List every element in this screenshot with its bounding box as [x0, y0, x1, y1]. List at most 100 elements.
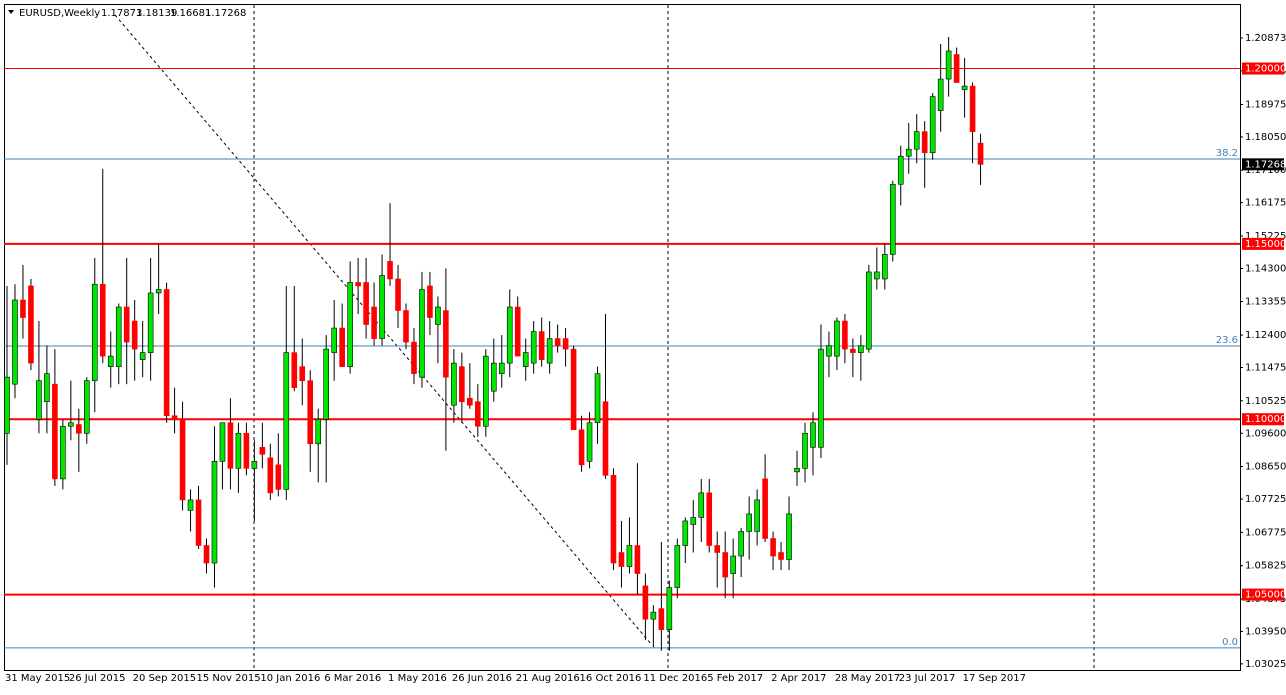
candle-body [570, 348, 577, 431]
candle-body [778, 552, 784, 560]
candle-body [283, 352, 290, 490]
candle-body [195, 499, 202, 546]
x-tick-label: 17 Sep 2017 [963, 673, 1026, 684]
x-tick-label: 6 Mar 2016 [324, 673, 381, 684]
candle-body [155, 289, 162, 294]
candle-body [618, 552, 625, 567]
candle-body [945, 50, 952, 80]
level-label: 1.05000 [1245, 590, 1286, 601]
candle-body [634, 545, 641, 574]
candle-body [451, 362, 457, 406]
x-tick-label: 26 Jul 2015 [69, 673, 126, 684]
candle-body [323, 348, 330, 420]
candle-body [578, 429, 585, 466]
candle-body [929, 96, 936, 154]
y-tick-label: 1.03950 [1245, 626, 1286, 637]
candle-body [722, 552, 729, 578]
candle-body [554, 338, 561, 346]
y-tick-label: 1.14300 [1245, 263, 1286, 274]
x-tick-label: 28 May 2017 [835, 673, 900, 684]
candle-body [411, 341, 417, 374]
candle-body [211, 461, 218, 564]
y-tick-label: 1.15225 [1245, 231, 1286, 242]
candle-body [347, 282, 353, 367]
candle-body [107, 355, 114, 367]
y-tick-label: 1.12400 [1245, 330, 1286, 341]
candle-body [44, 373, 50, 403]
candle-body [163, 289, 170, 417]
candle-body [650, 611, 657, 620]
candle-body [897, 155, 904, 185]
y-tick-label: 1.08650 [1245, 462, 1286, 473]
x-tick-label: 10 Jan 2016 [260, 673, 320, 684]
candle-body [123, 306, 130, 343]
candle-body [738, 531, 744, 557]
candle-body [977, 142, 984, 165]
level-tag [1242, 588, 1284, 601]
candle-body [91, 283, 98, 381]
ohlc-open: 1.17873 [101, 8, 142, 19]
y-tick-label: 1.18050 [1245, 132, 1286, 143]
y-tick-label: 1.20873 [1245, 33, 1286, 44]
candle-body [115, 306, 122, 367]
candle-body [187, 499, 194, 511]
candle-body [139, 352, 146, 360]
candle-body [642, 585, 649, 620]
candle-body [522, 352, 529, 367]
x-tick-label: 31 May 2015 [5, 673, 70, 684]
candle-body [395, 278, 401, 311]
y-tick-label: 1.07725 [1245, 494, 1286, 505]
candle-body [913, 131, 920, 150]
candle-body [355, 282, 361, 287]
candle-body [706, 492, 713, 546]
x-tick-label: 15 Nov 2015 [197, 673, 261, 684]
price-label: 1.17268 [1245, 159, 1286, 170]
fib-label: 38.2 [1216, 148, 1238, 159]
ohlc-close: 1.17268 [205, 8, 246, 19]
candle-body [889, 183, 896, 255]
candle-body [690, 517, 697, 525]
x-tick-label: 2 Apr 2017 [771, 673, 826, 684]
candle-body [794, 468, 800, 473]
candle-body [602, 401, 609, 476]
candle-body [443, 310, 449, 378]
x-tick-label: 26 Jun 2016 [452, 673, 512, 684]
candle-body [84, 380, 90, 434]
candle-body [802, 432, 808, 469]
candle-body [866, 271, 872, 350]
x-tick-label: 16 Oct 2016 [580, 673, 642, 684]
candle-body [969, 85, 976, 132]
candle-body [610, 475, 617, 564]
candle-body [506, 306, 513, 364]
candle-body [490, 362, 497, 392]
candle-body [243, 432, 250, 469]
y-tick-label: 1.16175 [1245, 198, 1286, 209]
y-tick-label: 1.05825 [1245, 561, 1286, 572]
candle-body [594, 373, 601, 424]
ohlc-high: 1.18139 [136, 8, 177, 19]
candle-body [171, 415, 178, 420]
candle-body [203, 545, 210, 564]
candle-body [714, 545, 721, 553]
candle-body [810, 422, 816, 448]
x-tick-label: 23 Jul 2017 [899, 673, 956, 684]
candle-body [626, 545, 633, 567]
candle-body [427, 285, 433, 318]
candle-body [546, 338, 553, 364]
price-tag [1242, 158, 1284, 171]
menu-arrow [8, 10, 14, 14]
candle-body [419, 289, 425, 378]
candle-body [435, 306, 441, 325]
candle-body [363, 282, 369, 325]
candle-body [666, 587, 673, 630]
candle-body [586, 422, 593, 462]
candle-body [299, 366, 306, 381]
plot-frame [4, 4, 1241, 671]
candle-body [371, 306, 377, 339]
candle-body [307, 380, 314, 445]
candle-body [482, 355, 489, 427]
y-tick-label: 1.03025 [1245, 659, 1286, 670]
candle-body [379, 275, 385, 339]
candle-body [76, 424, 82, 434]
